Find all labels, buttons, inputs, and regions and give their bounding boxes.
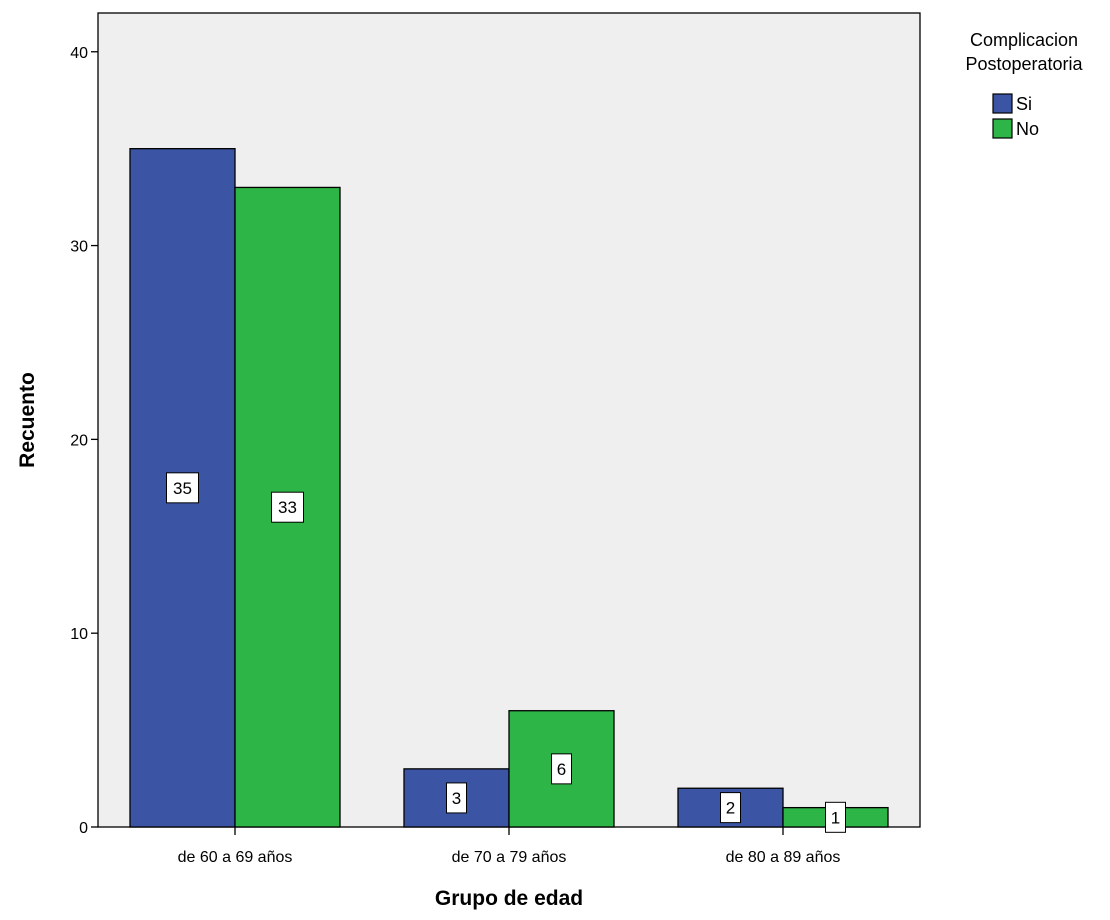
data-label-box bbox=[166, 472, 199, 504]
data-label-box bbox=[825, 801, 846, 833]
x-axis: de 60 a 69 años de 70 a 79 años de 80 a 89… bbox=[178, 827, 841, 866]
legend-label-si: Si bbox=[1016, 94, 1032, 114]
legend-swatch-no bbox=[992, 118, 1013, 139]
data-label: 1 bbox=[831, 808, 840, 827]
y-tick-label: 20 bbox=[70, 432, 88, 449]
y-axis-title: Recuento bbox=[16, 372, 39, 468]
x-tick-label: de 70 a 79 años bbox=[452, 849, 567, 866]
x-tick-label: de 60 a 69 años bbox=[178, 849, 293, 866]
legend: Complicacion Postoperatoria Si No bbox=[965, 30, 1083, 139]
data-label: 35 bbox=[173, 479, 192, 498]
legend-title-line-2: Postoperatoria bbox=[965, 54, 1083, 74]
y-tick-label: 30 bbox=[70, 239, 88, 256]
data-label-box bbox=[271, 491, 304, 523]
legend-items: Si No bbox=[992, 93, 1039, 139]
y-tick-label: 0 bbox=[79, 820, 88, 837]
data-label: 2 bbox=[726, 799, 735, 818]
legend-swatch-si bbox=[992, 93, 1013, 114]
data-label: 6 bbox=[557, 760, 566, 779]
x-tick-label: de 80 a 89 años bbox=[726, 849, 841, 866]
bars bbox=[129, 148, 889, 828]
y-tick-label: 40 bbox=[70, 45, 88, 62]
x-axis-title: Grupo de edad bbox=[435, 887, 583, 910]
data-label: 33 bbox=[278, 498, 297, 517]
data-label: 3 bbox=[452, 789, 461, 808]
legend-title-line-1: Complicacion bbox=[970, 30, 1078, 50]
data-label-box bbox=[446, 782, 467, 814]
data-label-box bbox=[551, 753, 572, 785]
data-label-box bbox=[720, 792, 741, 824]
y-tick-label: 10 bbox=[70, 626, 88, 643]
legend-label-no: No bbox=[1016, 119, 1039, 139]
y-axis: 0 10 20 30 40 bbox=[70, 45, 98, 837]
